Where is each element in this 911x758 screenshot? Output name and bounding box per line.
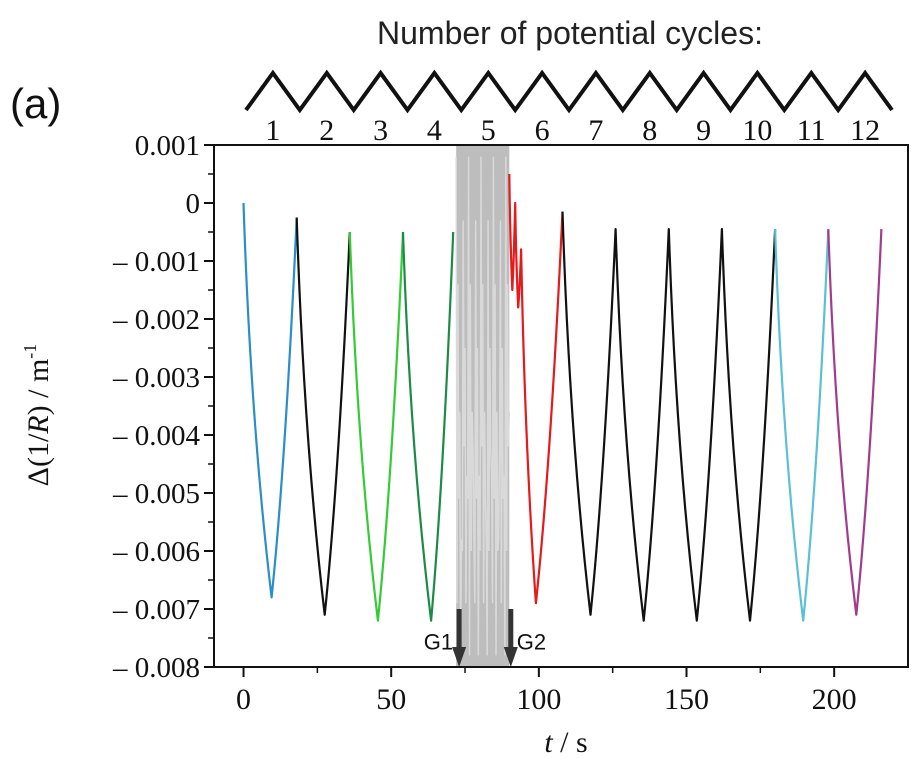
cycle-number: 1: [265, 114, 280, 147]
data-series: [242, 173, 883, 622]
cycle-number: 12: [850, 114, 880, 147]
cycle-number: 10: [742, 114, 772, 147]
y-tick-label: – 0.004: [112, 420, 201, 452]
cycle-number: 9: [696, 114, 711, 147]
y-tick-label: – 0.008: [112, 652, 200, 684]
x-tick-label: 100: [516, 683, 561, 716]
series-segment-8: [827, 229, 883, 616]
plot-area: G1 G2 0 50 100 150 200 0.001 0 – 0.001 – 0.002 – …: [112, 130, 909, 716]
cycle-number: 4: [427, 114, 442, 147]
arrow-g1-head: [452, 647, 467, 667]
y-tick-label: – 0.006: [112, 536, 200, 568]
gray-noise: [455, 156, 511, 656]
cycle-number: 11: [797, 114, 826, 147]
panel-label: (a): [10, 80, 61, 127]
arrow-g2-head: [503, 647, 518, 667]
x-tick-label: 50: [376, 683, 406, 716]
cycle-numbers: 1 2 3 4 5 6 7 8 9 10 11 12: [265, 114, 880, 147]
y-tick-label: – 0.001: [112, 246, 200, 278]
series-segment-7: [774, 229, 830, 622]
series-segment-4: [401, 231, 455, 622]
series-segment-5: [508, 173, 564, 605]
x-axis-title: t / s: [544, 726, 587, 758]
series-segment-2: [295, 217, 351, 616]
annotation-arrows: G1 G2: [424, 609, 546, 667]
x-tick-label: 150: [664, 683, 709, 716]
series-segment-6: [561, 211, 777, 622]
cycle-number: 6: [535, 114, 550, 147]
y-tick-label: – 0.002: [112, 304, 200, 336]
y-axis-title: Δ(1/R) / m-1: [20, 344, 55, 487]
y-tick-label: 0: [186, 188, 201, 220]
cycle-number: 5: [481, 114, 496, 147]
series-segment-1: [242, 202, 298, 599]
y-tick-label: 0.001: [135, 130, 200, 162]
x-tick-label: 200: [812, 683, 857, 716]
y-tick-label: – 0.005: [112, 478, 200, 510]
cycle-number: 3: [373, 114, 388, 147]
cycle-number: 2: [319, 114, 334, 147]
y-tick-label: – 0.007: [112, 594, 200, 626]
cycles-title: Number of potential cycles:: [377, 15, 763, 51]
y-tick-label: – 0.003: [112, 362, 200, 394]
y-ticks: 0.001 0 – 0.001 – 0.002 – 0.003 – 0.004 – 0.00…: [112, 130, 214, 684]
gray-noise-trace: [455, 156, 511, 656]
annotation-g2: G2: [517, 630, 546, 655]
cycle-number: 7: [588, 114, 603, 147]
x-ticks: 0 50 100 150 200: [236, 667, 857, 716]
series-segment-3: [348, 231, 405, 622]
cycle-number: 8: [642, 114, 657, 147]
annotation-g1: G1: [424, 630, 453, 655]
potential-cycles-zigzag: [244, 69, 894, 114]
x-tick-label: 0: [236, 683, 251, 716]
